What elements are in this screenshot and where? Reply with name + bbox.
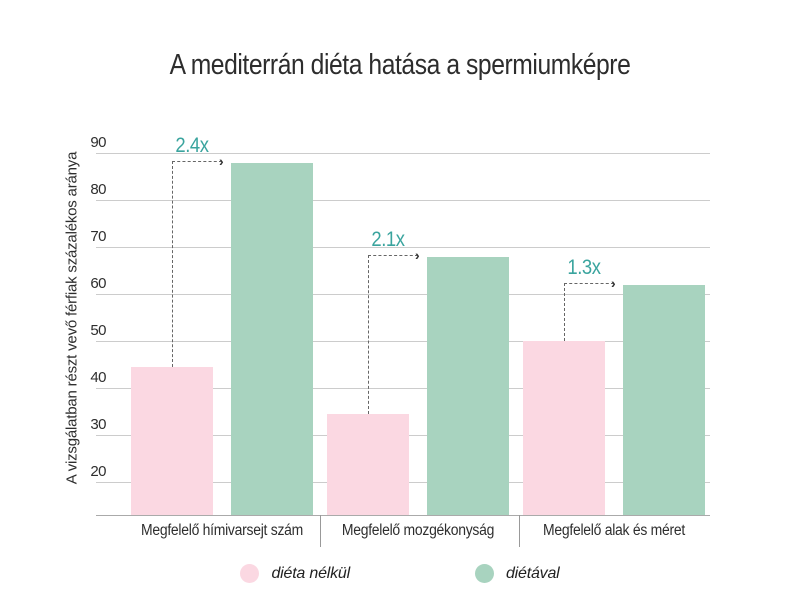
- legend-item-without-diet: diéta nélkül: [240, 564, 350, 583]
- annotation-dash-horizontal: [368, 254, 418, 256]
- gridline: [96, 247, 710, 249]
- bar: [231, 162, 313, 515]
- legend-item-with-diet: diétával: [474, 564, 560, 583]
- annotation-dash-vertical: [368, 254, 369, 414]
- annotation-dash-horizontal: [172, 160, 222, 162]
- legend-swatch-green: [474, 564, 494, 583]
- y-tick-label: 90: [90, 134, 106, 152]
- category-separator-tick: [518, 515, 520, 547]
- bar: [523, 341, 605, 515]
- y-tick-label: 80: [90, 181, 106, 199]
- x-category-label: Megfelelő alak és méret: [543, 522, 685, 539]
- y-tick-label: 20: [90, 463, 106, 481]
- y-tick-label: 60: [90, 275, 106, 293]
- legend-swatch-pink: [240, 564, 260, 583]
- y-tick-label: 40: [90, 369, 106, 387]
- gridline: [96, 200, 710, 202]
- legend-label: diétával: [505, 564, 560, 582]
- bar: [427, 256, 509, 515]
- legend: diéta nélkül diétával: [0, 564, 800, 583]
- y-tick-label: 50: [90, 322, 106, 340]
- annotation-label: 2.4x: [175, 133, 209, 157]
- bar: [131, 366, 213, 515]
- chart-title: A mediterrán diéta hatása a spermiumképr…: [169, 49, 631, 81]
- arrow-right-icon: ›: [611, 274, 616, 291]
- gridline: [96, 153, 710, 155]
- arrow-right-icon: ›: [219, 152, 224, 169]
- annotation-label: 1.3x: [567, 255, 601, 279]
- arrow-right-icon: ›: [415, 246, 420, 263]
- y-tick-label: 30: [90, 416, 106, 434]
- legend-label: diéta nélkül: [271, 564, 350, 582]
- x-category-label: Megfelelő mozgékonyság: [341, 522, 495, 539]
- category-separator-tick: [319, 515, 321, 547]
- annotation-dash-horizontal: [564, 282, 614, 284]
- annotation-dash-vertical: [172, 160, 173, 367]
- gridline: [96, 294, 710, 296]
- annotation-dash-vertical: [564, 282, 565, 342]
- bar: [623, 284, 705, 515]
- bar: [327, 413, 409, 515]
- gridline: [96, 341, 710, 343]
- x-category-label: Megfelelő hímivarsejt szám: [141, 522, 303, 539]
- annotation-label: 2.1x: [371, 227, 405, 251]
- gridline: [96, 388, 710, 390]
- x-axis-line: [96, 515, 710, 516]
- y-tick-label: 70: [90, 228, 106, 246]
